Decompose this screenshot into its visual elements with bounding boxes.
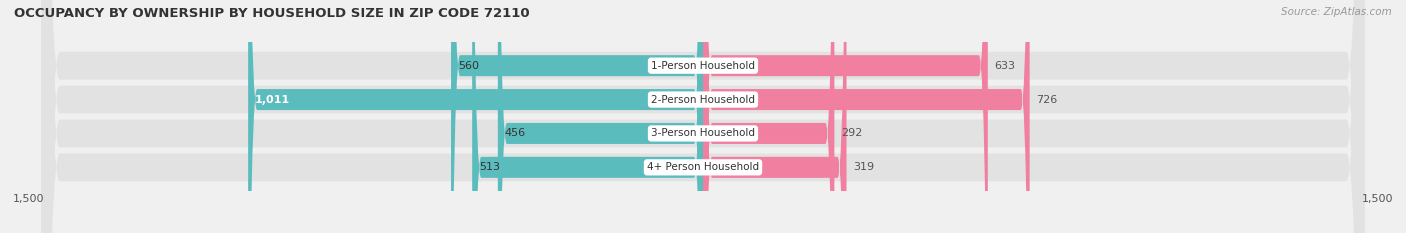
- Text: Source: ZipAtlas.com: Source: ZipAtlas.com: [1281, 7, 1392, 17]
- Text: 1,011: 1,011: [254, 95, 290, 105]
- Text: 1-Person Household: 1-Person Household: [651, 61, 755, 71]
- FancyBboxPatch shape: [247, 0, 703, 233]
- FancyBboxPatch shape: [703, 0, 988, 233]
- Text: 633: 633: [994, 61, 1015, 71]
- FancyBboxPatch shape: [42, 0, 1364, 233]
- Text: 319: 319: [853, 162, 875, 172]
- FancyBboxPatch shape: [703, 0, 846, 233]
- FancyBboxPatch shape: [42, 0, 1364, 233]
- Text: 4+ Person Household: 4+ Person Household: [647, 162, 759, 172]
- Text: 560: 560: [458, 61, 479, 71]
- Text: 513: 513: [479, 162, 501, 172]
- FancyBboxPatch shape: [498, 0, 703, 233]
- Text: 3-Person Household: 3-Person Household: [651, 128, 755, 138]
- Text: 726: 726: [1036, 95, 1057, 105]
- Text: OCCUPANCY BY OWNERSHIP BY HOUSEHOLD SIZE IN ZIP CODE 72110: OCCUPANCY BY OWNERSHIP BY HOUSEHOLD SIZE…: [14, 7, 530, 20]
- Text: 456: 456: [505, 128, 526, 138]
- Text: 2-Person Household: 2-Person Household: [651, 95, 755, 105]
- FancyBboxPatch shape: [703, 0, 1029, 233]
- FancyBboxPatch shape: [451, 0, 703, 233]
- Text: 292: 292: [841, 128, 862, 138]
- FancyBboxPatch shape: [42, 0, 1364, 233]
- FancyBboxPatch shape: [472, 0, 703, 233]
- FancyBboxPatch shape: [703, 0, 834, 233]
- FancyBboxPatch shape: [42, 0, 1364, 233]
